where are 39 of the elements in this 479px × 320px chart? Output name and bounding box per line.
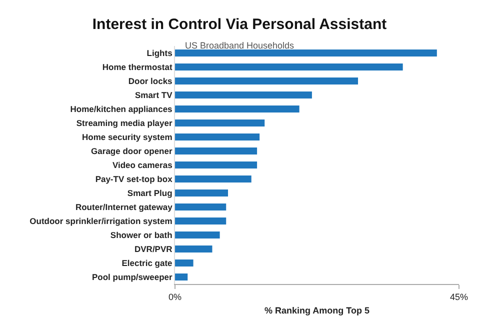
y-tick-label: DVR/PVR — [134, 244, 172, 254]
x-axis-title: % Ranking Among Top 5 — [264, 306, 370, 316]
y-tick-label: Smart Plug — [127, 188, 172, 198]
y-tick-label: Lights — [146, 48, 173, 58]
y-tick-label: Garage door opener — [91, 146, 173, 156]
bar — [175, 134, 260, 140]
bar — [175, 148, 258, 154]
y-tick-label: Electric gate — [122, 258, 173, 268]
bar — [175, 260, 194, 266]
y-tick-label: Outdoor sprinkler/irrigation system — [30, 216, 173, 226]
bar — [175, 232, 220, 238]
bar — [175, 92, 312, 98]
y-tick-label: Pay-TV set-top box — [95, 174, 173, 184]
y-tick-label: Router/Internet gateway — [75, 202, 173, 212]
x-tick-label: 45% — [450, 292, 468, 302]
chart-title: Interest in Control Via Personal Assistant — [92, 16, 387, 33]
bar — [175, 274, 188, 280]
y-tick-label: Home security system — [82, 132, 173, 142]
bar — [175, 218, 226, 224]
y-tick-label: Streaming media player — [76, 118, 173, 128]
y-tick-label: Smart TV — [134, 90, 173, 100]
bar — [175, 162, 258, 168]
bar — [175, 106, 300, 112]
bar — [175, 78, 358, 84]
bar — [175, 64, 403, 70]
bar — [175, 120, 265, 126]
x-tick-label: 0% — [168, 292, 182, 302]
y-tick-label: Pool pump/sweeper — [92, 272, 173, 282]
bar — [175, 246, 212, 252]
y-tick-label: Video cameras — [112, 160, 173, 170]
bar — [175, 50, 437, 56]
y-tick-label: Shower or bath — [110, 230, 172, 240]
y-tick-label: Home/kitchen appliances — [70, 104, 173, 114]
chart-subtitle: US Broadband Households — [184, 40, 295, 50]
bar — [175, 204, 226, 210]
y-tick-label: Home thermostat — [102, 62, 172, 72]
bar — [175, 176, 252, 182]
y-tick-label: Door locks — [128, 76, 173, 86]
bar — [175, 190, 228, 196]
